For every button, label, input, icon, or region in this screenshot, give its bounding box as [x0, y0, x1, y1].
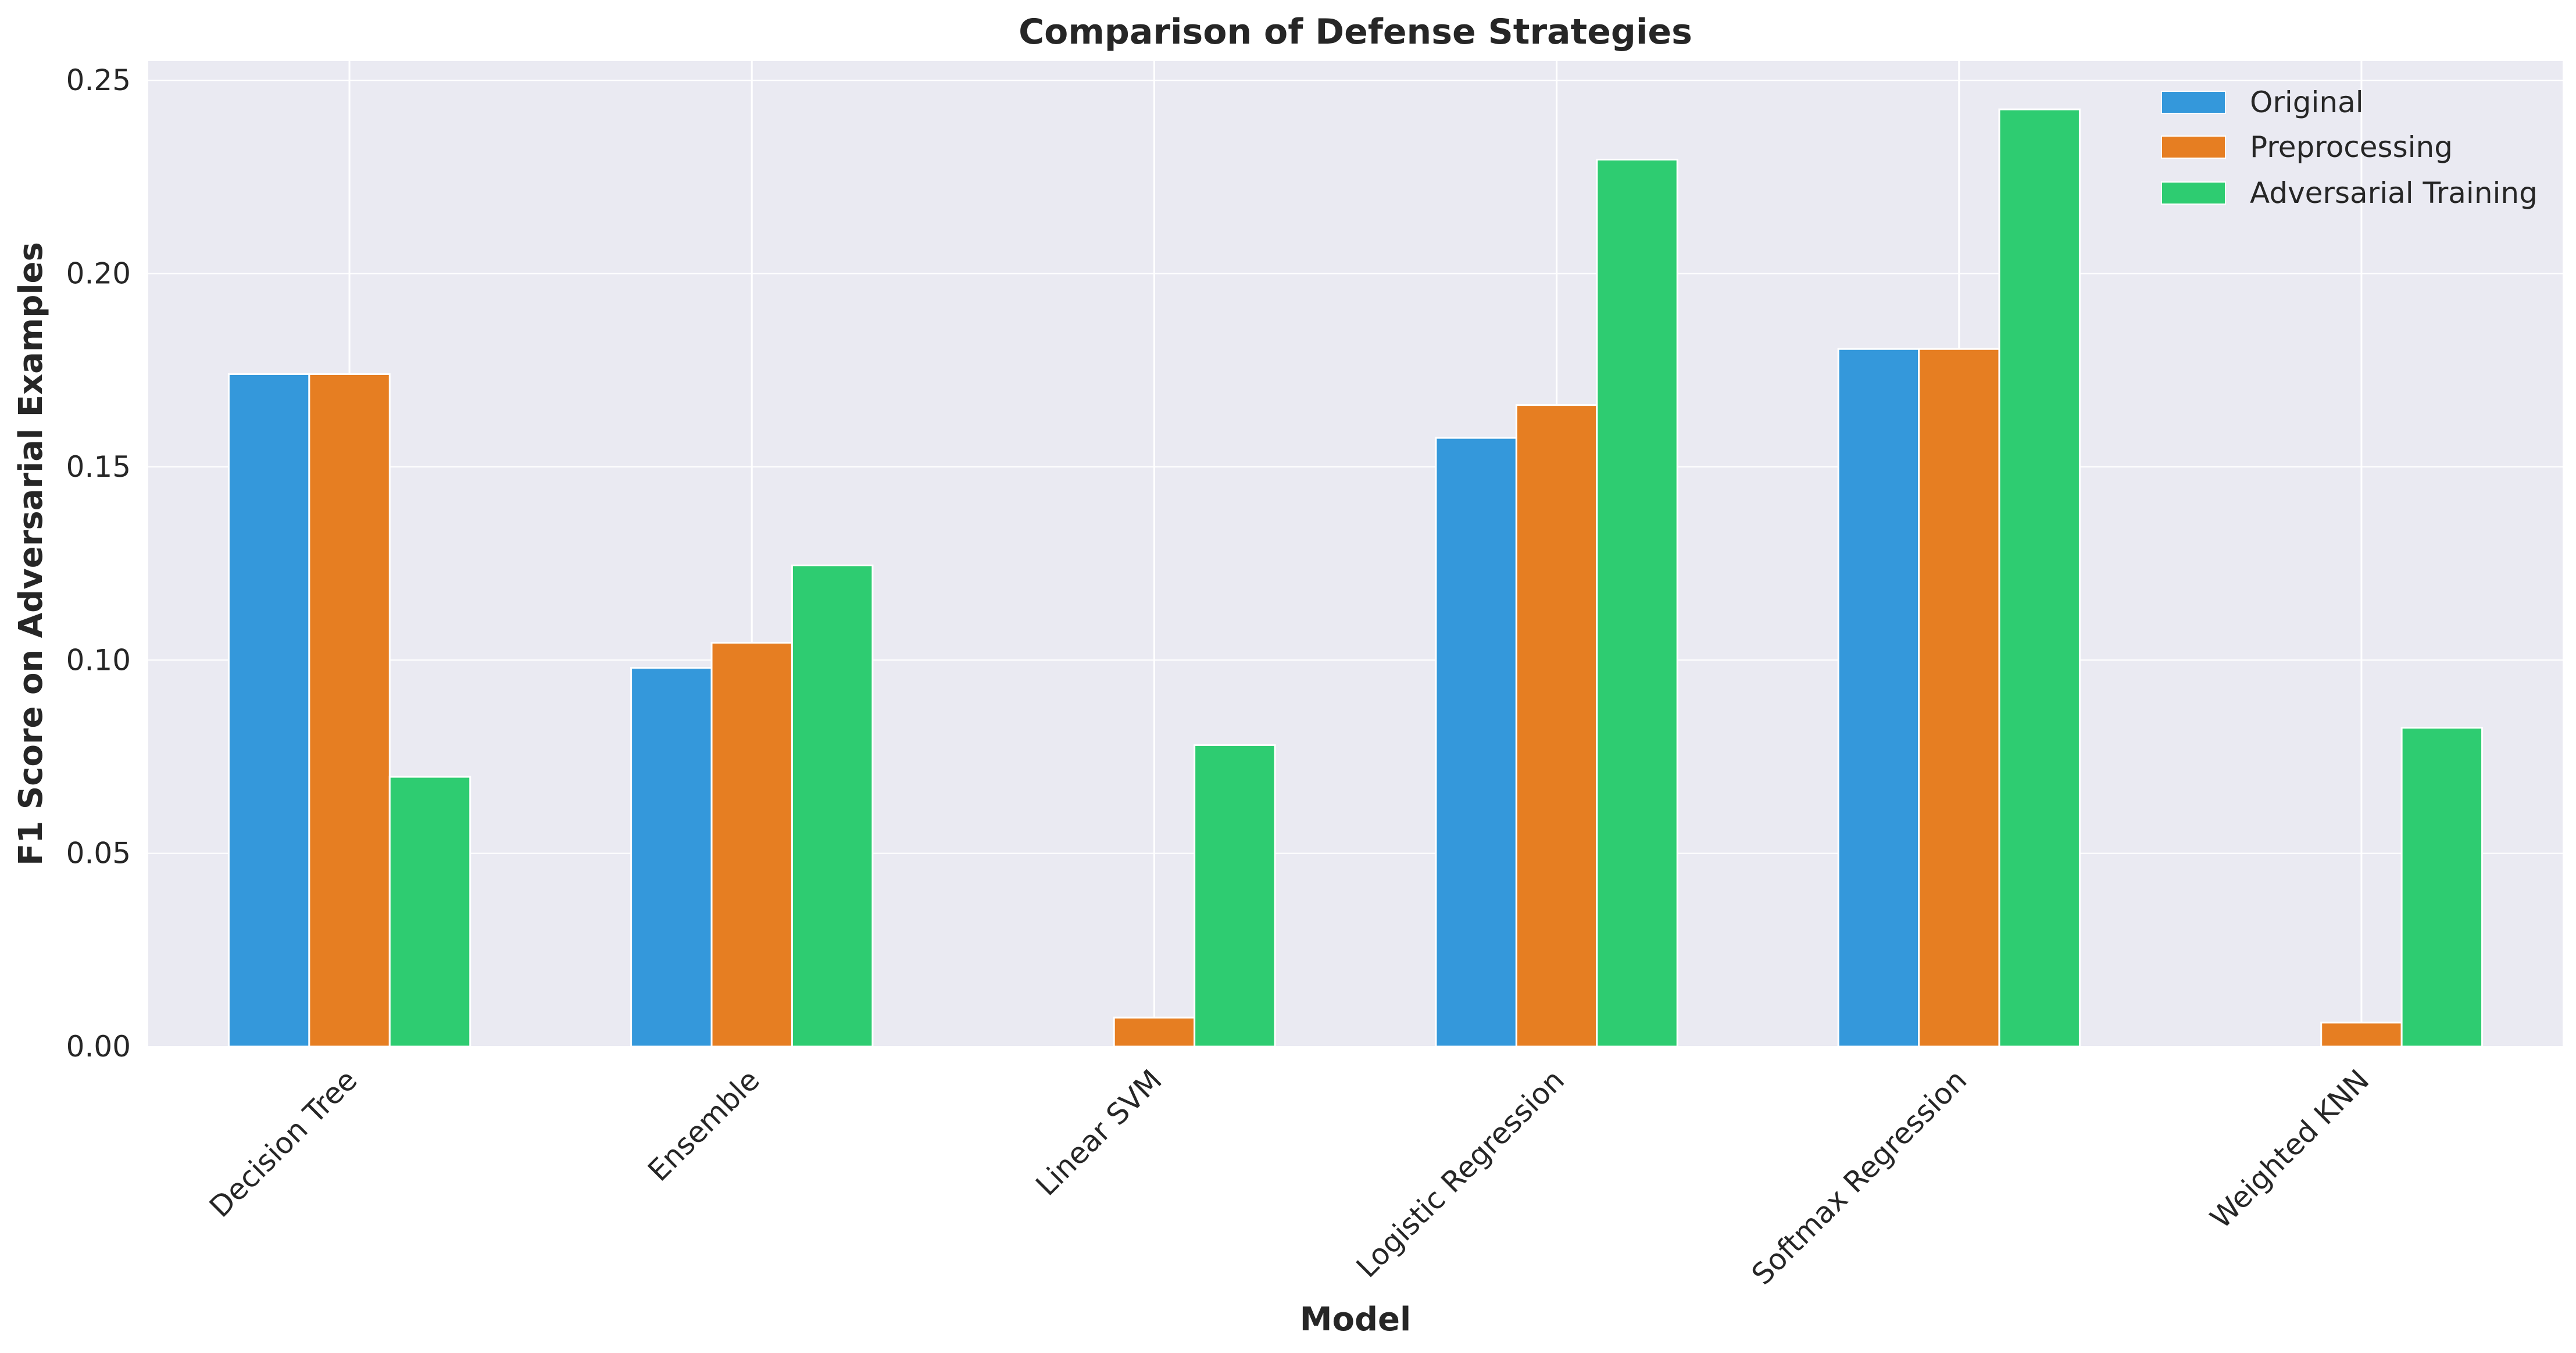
- legend-label: Preprocessing: [2250, 130, 2453, 164]
- legend-swatch: [2161, 91, 2226, 114]
- y-tick-label: 0.10: [66, 643, 131, 677]
- y-tick-label: 0.20: [66, 257, 131, 291]
- y-tick-label: 0.15: [66, 450, 131, 484]
- legend-swatch: [2161, 181, 2226, 205]
- bar: [2400, 727, 2484, 1048]
- legend-swatch: [2161, 135, 2226, 159]
- bar: [1596, 159, 1678, 1048]
- bar: [1113, 1016, 1196, 1048]
- bar: [308, 373, 391, 1048]
- bar: [1998, 108, 2081, 1048]
- bar: [630, 667, 713, 1048]
- bar: [791, 564, 874, 1048]
- y-tick-labels: 0.00 0.05 0.10 0.15 0.20 0.25: [66, 63, 131, 1063]
- bar: [1837, 348, 1920, 1048]
- bar: [1435, 437, 1517, 1048]
- plot-area: [148, 61, 2563, 1047]
- bar: [2320, 1022, 2403, 1048]
- bar: [227, 373, 310, 1048]
- y-tick-label: 0.05: [66, 837, 131, 870]
- y-tick-label: 0.00: [66, 1030, 131, 1063]
- bar: [1918, 348, 2000, 1048]
- y-tick-label: 0.25: [66, 63, 131, 97]
- bar: [1194, 744, 1276, 1048]
- x-axis-label: Model: [1300, 1301, 1411, 1338]
- legend-label: Original: [2250, 85, 2364, 119]
- chart-title: Comparison of Defense Strategies: [1019, 12, 1692, 52]
- bar: [388, 776, 471, 1048]
- legend-label: Adversarial Training: [2250, 176, 2538, 210]
- bars: [227, 108, 2484, 1048]
- bar: [710, 641, 793, 1048]
- bar: [1515, 404, 1598, 1048]
- y-axis-label: F1 Score on Adversarial Examples: [12, 242, 50, 866]
- legend: Original Preprocessing Adversarial Trainin…: [2161, 85, 2538, 210]
